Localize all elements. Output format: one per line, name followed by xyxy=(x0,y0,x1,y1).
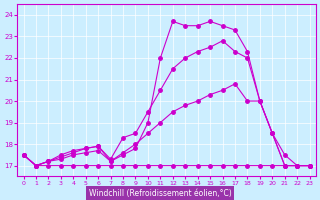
Text: Windchill (Refroidissement éolien,°C): Windchill (Refroidissement éolien,°C) xyxy=(89,189,231,198)
X-axis label: Windchill (Refroidissement éolien,°C): Windchill (Refroidissement éolien,°C) xyxy=(101,188,232,196)
